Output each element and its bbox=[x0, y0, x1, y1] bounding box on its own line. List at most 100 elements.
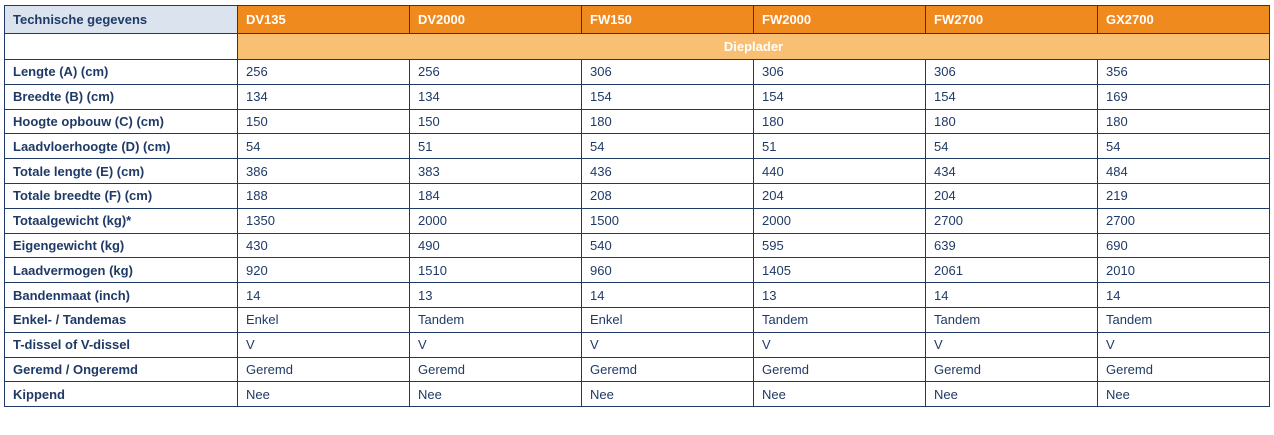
row-label: Enkel- / Tandemas bbox=[4, 306, 238, 333]
table-row: Lengte (A) (cm) 256 256 306 306 306 356 bbox=[4, 59, 1270, 85]
table-cell: 2000 bbox=[753, 207, 926, 234]
row-label: Kippend bbox=[4, 381, 238, 408]
table-row: Laadvermogen (kg) 920 1510 960 1405 2061 2010 bbox=[4, 257, 1270, 284]
group-row: Dieplader bbox=[4, 33, 1270, 60]
table-cell: 2700 bbox=[1097, 207, 1270, 234]
table-cell: 188 bbox=[237, 182, 410, 209]
table-cell: Geremd bbox=[409, 356, 582, 383]
table-cell: 540 bbox=[581, 232, 754, 259]
table-cell: Enkel bbox=[237, 306, 410, 333]
table-cell: 2010 bbox=[1097, 257, 1270, 284]
table-cell: V bbox=[753, 331, 926, 358]
table-cell: 51 bbox=[753, 133, 926, 160]
table-cell: 180 bbox=[925, 108, 1098, 135]
table-cell: 356 bbox=[1097, 59, 1270, 85]
table-cell: 383 bbox=[409, 158, 582, 184]
table-row: Eigengewicht (kg) 430 490 540 595 639 690 bbox=[4, 232, 1270, 259]
table-cell: 386 bbox=[237, 158, 410, 184]
table-cell: Nee bbox=[1097, 381, 1270, 408]
row-label: Laadvermogen (kg) bbox=[4, 257, 238, 284]
table-cell: Geremd bbox=[581, 356, 754, 383]
table-cell: 14 bbox=[925, 282, 1098, 308]
table-cell: 1350 bbox=[237, 207, 410, 234]
table-cell: 436 bbox=[581, 158, 754, 184]
table-cell: V bbox=[237, 331, 410, 358]
row-label: T-dissel of V-dissel bbox=[4, 331, 238, 358]
row-label: Hoogte opbouw (C) (cm) bbox=[4, 108, 238, 135]
table-cell: 54 bbox=[581, 133, 754, 160]
header-label: Technische gegevens bbox=[4, 5, 238, 34]
table-cell: 690 bbox=[1097, 232, 1270, 259]
model-header-dv2000: DV2000 bbox=[409, 5, 582, 34]
table-cell: 960 bbox=[581, 257, 754, 284]
spec-table-body: Lengte (A) (cm) 256 256 306 306 306 356 Breedte… bbox=[4, 59, 1270, 408]
table-cell: Geremd bbox=[1097, 356, 1270, 383]
table-row: Bandenmaat (inch) 14 13 14 13 14 14 bbox=[4, 282, 1270, 308]
table-row: Geremd / Ongeremd Geremd Geremd Geremd Gerem… bbox=[4, 356, 1270, 383]
table-row: Totale breedte (F) (cm) 188 184 208 204 204 21… bbox=[4, 182, 1270, 209]
table-cell: 13 bbox=[409, 282, 582, 308]
table-cell: 306 bbox=[753, 59, 926, 85]
table-cell: 14 bbox=[581, 282, 754, 308]
table-cell: V bbox=[409, 331, 582, 358]
table-cell: 180 bbox=[581, 108, 754, 135]
row-label: Breedte (B) (cm) bbox=[4, 83, 238, 110]
table-cell: 490 bbox=[409, 232, 582, 259]
table-row: Hoogte opbouw (C) (cm) 150 150 180 180 180 180 bbox=[4, 108, 1270, 135]
table-cell: 1500 bbox=[581, 207, 754, 234]
table-cell: 430 bbox=[237, 232, 410, 259]
table-cell: 134 bbox=[237, 83, 410, 110]
table-cell: 2700 bbox=[925, 207, 1098, 234]
table-cell: Nee bbox=[237, 381, 410, 408]
table-cell: 14 bbox=[237, 282, 410, 308]
table-row: Totaalgewicht (kg)* 1350 2000 1500 2000 2700 2… bbox=[4, 207, 1270, 234]
table-cell: 154 bbox=[581, 83, 754, 110]
table-cell: 150 bbox=[409, 108, 582, 135]
table-cell: 180 bbox=[1097, 108, 1270, 135]
table-cell: 256 bbox=[409, 59, 582, 85]
table-row: Laadvloerhoogte (D) (cm) 54 51 54 51 54 54 bbox=[4, 133, 1270, 160]
table-cell: 2000 bbox=[409, 207, 582, 234]
table-cell: Geremd bbox=[753, 356, 926, 383]
table-cell: 434 bbox=[925, 158, 1098, 184]
table-cell: 204 bbox=[753, 182, 926, 209]
spec-table: Technische gegevens DV135 DV2000 FW150 F… bbox=[4, 5, 1270, 408]
table-cell: 184 bbox=[409, 182, 582, 209]
row-label: Totaalgewicht (kg)* bbox=[4, 207, 238, 234]
spec-table-container: Technische gegevens DV135 DV2000 FW150 F… bbox=[4, 5, 1270, 408]
model-header-gx2700: GX2700 bbox=[1097, 5, 1270, 34]
table-cell: 1510 bbox=[409, 257, 582, 284]
row-label: Geremd / Ongeremd bbox=[4, 356, 238, 383]
table-cell: V bbox=[1097, 331, 1270, 358]
table-row: Kippend Nee Nee Nee Nee Nee Nee bbox=[4, 381, 1270, 408]
table-row: T-dissel of V-dissel V V V V V V bbox=[4, 331, 1270, 358]
table-cell: 639 bbox=[925, 232, 1098, 259]
table-cell: 920 bbox=[237, 257, 410, 284]
table-cell: 306 bbox=[581, 59, 754, 85]
table-cell: Tandem bbox=[925, 306, 1098, 333]
table-cell: Enkel bbox=[581, 306, 754, 333]
table-cell: Geremd bbox=[925, 356, 1098, 383]
table-cell: 134 bbox=[409, 83, 582, 110]
table-cell: 484 bbox=[1097, 158, 1270, 184]
table-cell: 14 bbox=[1097, 282, 1270, 308]
table-cell: 219 bbox=[1097, 182, 1270, 209]
row-label: Totale breedte (F) (cm) bbox=[4, 182, 238, 209]
table-cell: 54 bbox=[925, 133, 1098, 160]
table-cell: 204 bbox=[925, 182, 1098, 209]
table-cell: Tandem bbox=[409, 306, 582, 333]
table-cell: 154 bbox=[925, 83, 1098, 110]
header-row: Technische gegevens DV135 DV2000 FW150 F… bbox=[4, 5, 1270, 34]
model-header-fw2700: FW2700 bbox=[925, 5, 1098, 34]
table-cell: Nee bbox=[925, 381, 1098, 408]
table-cell: 595 bbox=[753, 232, 926, 259]
model-header-fw2000: FW2000 bbox=[753, 5, 926, 34]
table-cell: Tandem bbox=[753, 306, 926, 333]
table-cell: 1405 bbox=[753, 257, 926, 284]
group-label: Dieplader bbox=[237, 33, 1270, 60]
table-cell: V bbox=[581, 331, 754, 358]
table-cell: 208 bbox=[581, 182, 754, 209]
table-cell: 169 bbox=[1097, 83, 1270, 110]
table-cell: 54 bbox=[1097, 133, 1270, 160]
table-cell: 154 bbox=[753, 83, 926, 110]
